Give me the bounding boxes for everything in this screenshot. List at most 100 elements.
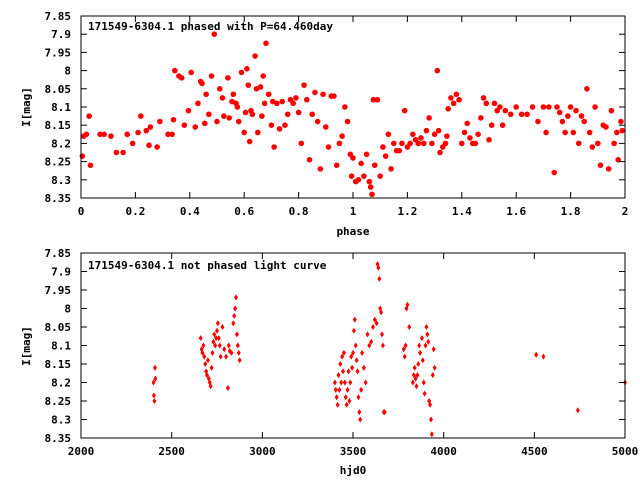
data-point [284, 111, 291, 118]
data-point [541, 353, 546, 360]
data-point [216, 335, 221, 342]
data-point [211, 31, 218, 37]
data-point [486, 136, 492, 143]
data-point [234, 104, 241, 110]
data-point [355, 177, 362, 183]
data-point [618, 118, 624, 125]
data-point [181, 122, 188, 128]
data-point [298, 140, 305, 147]
data-point [575, 407, 580, 414]
data-point [405, 301, 410, 308]
data-point [434, 67, 441, 74]
data-point [450, 100, 457, 107]
data-point [341, 349, 346, 356]
data-point [225, 385, 230, 392]
unphased-light-curve-panel: 2000 2500 3000 3500 4000 4500 5000 7.85 7.9 7.95 8… [20, 247, 638, 477]
data-point [444, 133, 450, 139]
data-point [382, 409, 387, 416]
data-point [603, 124, 609, 130]
data-point [198, 335, 203, 342]
data-point [423, 127, 430, 134]
data-point [475, 131, 481, 138]
data-point [219, 95, 226, 101]
data-point [135, 129, 141, 136]
y-tick-label: 7.85 [45, 247, 72, 260]
unphased-data-points [151, 261, 627, 438]
data-point [448, 95, 454, 101]
data-point [396, 147, 403, 154]
data-point [312, 89, 318, 96]
x-tick-label: 1.4 [452, 205, 472, 218]
data-point [592, 104, 598, 110]
data-point [584, 86, 590, 92]
y-tick-label: 8.2 [51, 137, 71, 150]
data-point [276, 126, 283, 132]
data-point [244, 65, 250, 72]
data-point [265, 91, 272, 98]
data-point [478, 115, 484, 121]
data-point [429, 140, 435, 147]
data-point [205, 357, 210, 364]
data-point [225, 75, 231, 81]
y-axis-label: I[mag] [20, 87, 33, 127]
data-point [232, 312, 237, 319]
x-tick-label: 1 [350, 205, 357, 218]
data-point [524, 111, 530, 118]
data-point [230, 91, 237, 98]
data-point [153, 375, 158, 382]
data-point [567, 104, 574, 110]
data-point [367, 342, 372, 349]
data-point [234, 331, 239, 338]
data-point [113, 149, 120, 156]
data-point [236, 349, 241, 356]
y-tick-label: 8.3 [51, 414, 71, 427]
data-point [425, 331, 430, 338]
x-axis-label: hjd0 [340, 464, 367, 477]
data-point [472, 140, 479, 147]
data-point [413, 375, 418, 382]
data-point [231, 320, 236, 327]
data-point [361, 364, 366, 371]
data-point [437, 149, 443, 156]
data-point [259, 113, 265, 119]
data-point [513, 104, 519, 110]
data-point [426, 338, 431, 345]
y-tick-label: 8.15 [45, 358, 72, 371]
data-point [340, 353, 345, 360]
data-point [614, 129, 620, 136]
data-point [407, 324, 412, 330]
data-point [146, 142, 152, 149]
data-point [205, 372, 210, 379]
data-point [334, 394, 339, 401]
data-point [212, 331, 217, 338]
x-tick-label: 1.6 [506, 205, 526, 218]
y-tick-label: 7.9 [51, 266, 71, 279]
data-point [157, 118, 163, 125]
data-point [346, 368, 351, 375]
data-point [370, 324, 375, 330]
data-point [426, 115, 432, 121]
y-tick-label: 8.05 [45, 83, 72, 96]
data-point [86, 113, 92, 119]
data-point [301, 82, 307, 88]
data-point [306, 156, 313, 163]
data-point [226, 342, 231, 349]
data-point [172, 67, 178, 74]
data-point [565, 113, 571, 119]
data-point [573, 107, 579, 114]
data-point [257, 84, 264, 90]
data-point [611, 140, 617, 147]
data-point [546, 104, 552, 110]
data-point [371, 162, 378, 169]
data-point [355, 368, 360, 375]
data-point [124, 131, 131, 138]
data-point [151, 379, 156, 386]
data-point [418, 349, 423, 356]
data-point [222, 346, 227, 353]
x-tick-label: 0.8 [289, 205, 309, 218]
data-point [87, 162, 94, 169]
y-tick-label: 8.35 [45, 432, 72, 445]
data-point [417, 342, 422, 349]
data-point [295, 109, 302, 116]
data-point [461, 129, 468, 136]
